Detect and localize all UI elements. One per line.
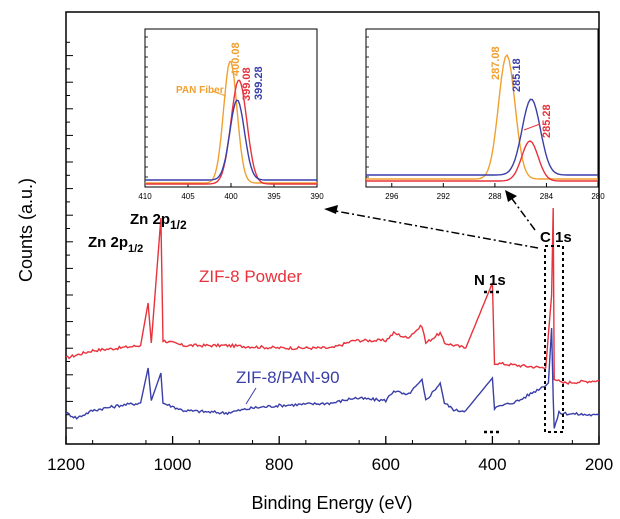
inset-c1s-peak-pan90: 285.18	[511, 58, 523, 92]
inset-c1s-powder-leader	[523, 123, 541, 131]
zn-2p-label-left: Zn 2p1/2	[88, 234, 143, 255]
inset-x-tick-label: 280	[591, 192, 605, 201]
inset-series-line	[366, 98, 598, 176]
inset-n1s-peak-pan90: 399.28	[253, 66, 265, 100]
main-x-tick-label: 1000	[154, 455, 192, 474]
inset-n1s-x-ticks: 410 405 400 395 390	[138, 36, 324, 201]
inset-c1s-x-ticks: 296 292 288 284 280	[366, 36, 605, 201]
zif8-powder-label: ZIF-8 Powder	[199, 267, 302, 286]
inset-series-line	[145, 60, 317, 184]
main-series-line	[65, 207, 600, 385]
inset-n1s-peak-pan: 400.08	[230, 42, 242, 76]
inset-c1s-peak-pan: 287.08	[490, 46, 502, 80]
inset-x-tick-label: 405	[181, 192, 195, 201]
inset-x-tick-label: 395	[267, 192, 281, 201]
main-x-tick-label: 600	[372, 455, 400, 474]
inset-n1s-pan-fiber-label: PAN Fiber	[176, 85, 224, 96]
c1s-arrow-head	[505, 190, 517, 202]
main-x-ticks: 1200 1000 800 600 400 200	[47, 436, 613, 474]
inset-x-tick-label: 292	[437, 192, 451, 201]
y-axis-title: Counts (a.u.)	[16, 178, 36, 282]
inset-series-line	[366, 53, 598, 180]
inset-x-tick-label: 410	[138, 192, 152, 201]
main-y-ticks	[66, 41, 73, 429]
n1s-arrow-line	[329, 209, 539, 249]
inset-series-line	[145, 99, 317, 181]
zn-2p-label-right: Zn 2p1/2	[130, 211, 187, 232]
x-axis-title: Binding Energy (eV)	[251, 493, 412, 513]
inset-c1s-frame	[365, 28, 599, 188]
inset-n1s-pan-fiber-leader	[211, 90, 227, 97]
c1s-marker-box	[544, 245, 564, 433]
inset-x-tick-label: 284	[540, 192, 554, 201]
n1s-arrow-head	[324, 205, 338, 214]
zif8-pan90-label: ZIF-8/PAN-90	[236, 368, 340, 387]
main-x-tick-label: 800	[265, 455, 293, 474]
inset-x-tick-label: 400	[224, 192, 238, 201]
main-x-tick-label: 1200	[47, 455, 85, 474]
inset-c1s-peak-powder: 285.28	[541, 104, 553, 138]
zif8-pan90-leader	[245, 387, 257, 405]
main-x-tick-label: 200	[585, 455, 613, 474]
inset-x-tick-label: 390	[310, 192, 324, 201]
inset-series-line	[366, 140, 598, 182]
inset-x-tick-label: 288	[488, 192, 502, 201]
n1s-label: N 1s	[474, 272, 506, 289]
inset-c1s-series	[366, 53, 598, 182]
main-series-line	[65, 327, 600, 429]
inset-n1s-peak-powder: 399.08	[241, 67, 253, 101]
c1s-arrow-line	[509, 195, 536, 231]
main-series-lines	[65, 207, 600, 429]
c1s-label: C 1s	[540, 229, 572, 246]
inset-n1s-series	[145, 60, 317, 185]
inset-x-tick-label: 296	[385, 192, 399, 201]
inset-n1s-frame	[144, 28, 318, 188]
main-x-tick-label: 400	[478, 455, 506, 474]
